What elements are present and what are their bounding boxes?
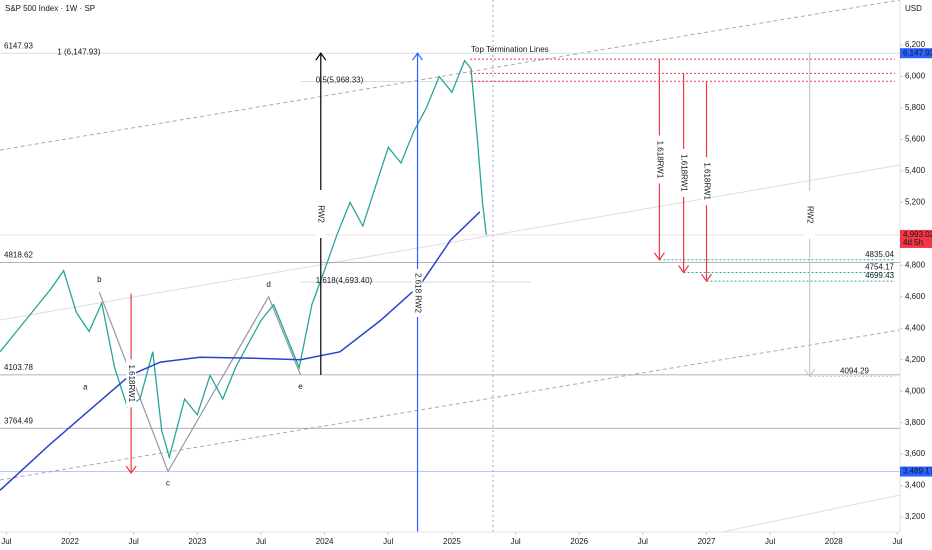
x-tick-label: 2025 — [443, 537, 461, 546]
y-tick-label: 5,400 — [905, 166, 926, 175]
arrow-head — [653, 252, 665, 261]
x-tick-label: Jul — [256, 537, 266, 546]
x-tick-label: Jul — [892, 537, 902, 546]
fib-label: 0.5(5,968.33) — [316, 76, 364, 85]
price-badge-label: 4,993.02 — [903, 230, 932, 239]
arrow-label: RW2 — [317, 205, 326, 223]
arrow-head — [315, 52, 327, 61]
x-tick-label: Jul — [1, 537, 11, 546]
time-axis — [0, 532, 932, 550]
price-badge — [900, 466, 932, 477]
price-badge-sublabel: 4d 5h — [903, 238, 923, 247]
arrow-label-bg — [654, 135, 665, 184]
arrow-label-bg — [126, 359, 137, 408]
y-tick-label: 3,400 — [905, 481, 926, 490]
level-label: 3764.49 — [4, 416, 33, 425]
channel-lower — [0, 329, 901, 481]
arrow-label-bg — [412, 268, 423, 317]
level-label: 4818.62 — [4, 250, 33, 259]
target-label: 4835.04 — [865, 250, 894, 259]
level-label: 6147.93 — [4, 41, 33, 50]
chart-title: S&P 500 Index · 1W · SP — [5, 4, 95, 13]
arrow-label: 2.618 RW2 — [413, 273, 422, 313]
fib-label: 1.618(4,693.40) — [316, 276, 373, 285]
arrow-head — [412, 52, 424, 61]
arrow-label: 1.618RW1 — [127, 364, 136, 402]
grey-target-label: 4094.29 — [840, 366, 869, 375]
price-badge — [900, 229, 932, 248]
target-label: 4699.43 — [865, 271, 894, 280]
arrow-head — [678, 265, 690, 274]
arrow-label: 1.618RW1 — [655, 141, 664, 179]
y-tick-label: 3,600 — [905, 449, 926, 458]
plot: 6147.93 4818.62 4103.78 3764.49 1 (6,147.93)… — [0, 41, 900, 533]
wave-label: e — [298, 382, 303, 391]
currency: USD — [905, 4, 922, 13]
y-tick-label: 4,000 — [905, 386, 926, 395]
x-tick-label: 2022 — [61, 537, 79, 546]
y-tick-label: 4,800 — [905, 260, 926, 269]
price-badge-label: 3,489.17 — [903, 467, 932, 476]
level-label: 4103.78 — [4, 363, 33, 372]
x-tick-label: 2026 — [570, 537, 588, 546]
y-tick-label: 6,200 — [905, 40, 926, 49]
y-tick-label: 6,000 — [905, 72, 926, 81]
x-tick-label: 2023 — [188, 537, 206, 546]
arrow-label: RW2 — [806, 206, 815, 224]
channel-upper — [0, 0, 901, 151]
price-line — [0, 59, 487, 460]
wave-label: b — [97, 275, 102, 284]
target-label: 4754.17 — [865, 263, 894, 272]
channel-middle — [0, 164, 901, 321]
x-tick-label: 2027 — [698, 537, 716, 546]
y-tick-label: 4,600 — [905, 292, 926, 301]
price-axis — [900, 0, 932, 550]
arrow-label-bg — [701, 157, 712, 206]
arrow-label-bg — [804, 190, 815, 239]
x-tick-label: Jul — [638, 537, 648, 546]
arrow-label: 1.618RW1 — [679, 154, 688, 192]
top-title: Top Termination Lines — [471, 45, 549, 54]
y-tick-label: 5,200 — [905, 197, 926, 206]
y-tick-label: 3,800 — [905, 418, 926, 427]
wave-label: c — [166, 479, 170, 488]
fib-label: 1 (6,147.93) — [57, 47, 100, 56]
x-tick-label: 2028 — [825, 537, 843, 546]
y-tick-label: 4,200 — [905, 355, 926, 364]
x-tick-label: Jul — [510, 537, 520, 546]
arrow-label-bg — [678, 148, 689, 197]
y-tick-label: 5,800 — [905, 103, 926, 112]
x-tick-label: Jul — [129, 537, 139, 546]
arrow-head — [804, 368, 816, 378]
y-tick-label: 5,600 — [905, 135, 926, 144]
x-tick-label: Jul — [765, 537, 775, 546]
wave-label: d — [266, 280, 270, 289]
arrow-head — [701, 273, 712, 283]
arrow-head — [125, 465, 137, 475]
x-tick-label: 2024 — [316, 537, 334, 546]
price-badge-label: 6,147.93 — [903, 48, 932, 57]
x-tick-label: Jul — [383, 537, 393, 546]
y-tick-label: 4,400 — [905, 323, 926, 332]
arrow-label: 1.618RW1 — [702, 162, 711, 200]
price-badge — [900, 48, 932, 59]
wave-label: a — [83, 383, 88, 392]
y-tick-label: 3,200 — [905, 512, 926, 521]
arrow-label-bg — [315, 190, 326, 239]
